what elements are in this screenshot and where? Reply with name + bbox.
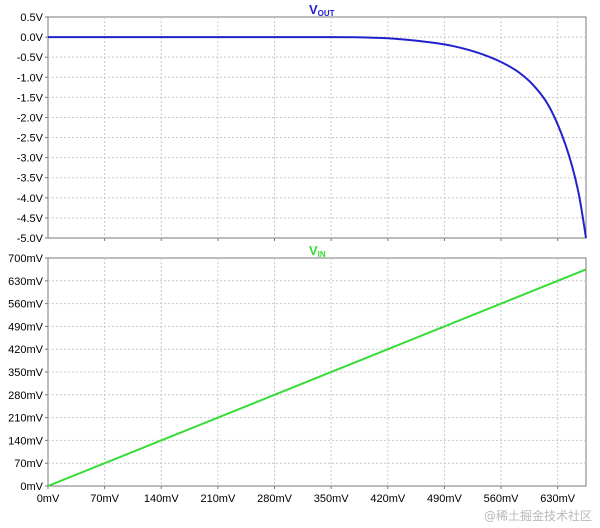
vin-ytick-label: 140mV (8, 435, 44, 447)
vin-ytick-label: 280mV (8, 390, 44, 402)
vin-xtick-label: 140mV (144, 493, 180, 505)
vin-ytick-label: 490mV (8, 321, 44, 333)
watermark: @稀土掘金技术社区 (483, 509, 592, 523)
vin-ytick-label: 350mV (8, 367, 44, 379)
vout-plot-title: VOUT (309, 2, 335, 18)
vout-ytick-label: 0.0V (20, 32, 43, 44)
vin-xtick-label: 630mV (540, 493, 576, 505)
vin-xtick-label: 0mV (37, 493, 60, 505)
vin-xtick-label: 280mV (257, 493, 293, 505)
vout-title-subscript: OUT (318, 9, 335, 18)
vin-title-subscript: IN (318, 250, 326, 259)
vin-ytick-label: 210mV (8, 413, 44, 425)
vout-ytick-label: -2.5V (17, 133, 44, 145)
vin-xtick-label: 490mV (427, 493, 463, 505)
vout-ytick-label: -1.0V (17, 72, 44, 84)
vin-xtick-label: 560mV (484, 493, 520, 505)
vout-ytick-label: -2.0V (17, 112, 44, 124)
vout-ytick-label: -3.5V (17, 173, 44, 185)
vin-ytick-label: 700mV (8, 253, 44, 265)
vin-title-main: V (309, 243, 318, 258)
vin-xtick-label: 350mV (314, 493, 350, 505)
vout-ytick-label: -0.5V (17, 52, 44, 64)
vout-ytick-label: -1.5V (17, 92, 44, 104)
vout-series-line (48, 36, 587, 239)
vin-ytick-label: 630mV (8, 276, 44, 288)
vin-series-line (47, 268, 587, 487)
vout-ytick-label: -3.0V (17, 153, 44, 165)
vin-plot-title: VIN (309, 243, 326, 259)
vin-xtick-label: 70mV (90, 493, 119, 505)
vin-xtick-label: 420mV (370, 493, 406, 505)
vout-ytick-label: -4.5V (17, 213, 44, 225)
vin-ytick-label: 560mV (8, 299, 44, 311)
vout-title-main: V (309, 2, 318, 17)
vin-xtick-label: 210mV (200, 493, 236, 505)
vout-plot-frame (47, 16, 587, 239)
vin-ytick-label: 0mV (20, 481, 43, 493)
vout-ytick-label: 0.5V (20, 12, 43, 24)
vin-ytick-label: 70mV (14, 458, 43, 470)
vout-ytick-label: -4.0V (17, 193, 44, 205)
vout-ytick-label: -5.0V (17, 233, 44, 245)
vin-ytick-label: 420mV (8, 344, 44, 356)
